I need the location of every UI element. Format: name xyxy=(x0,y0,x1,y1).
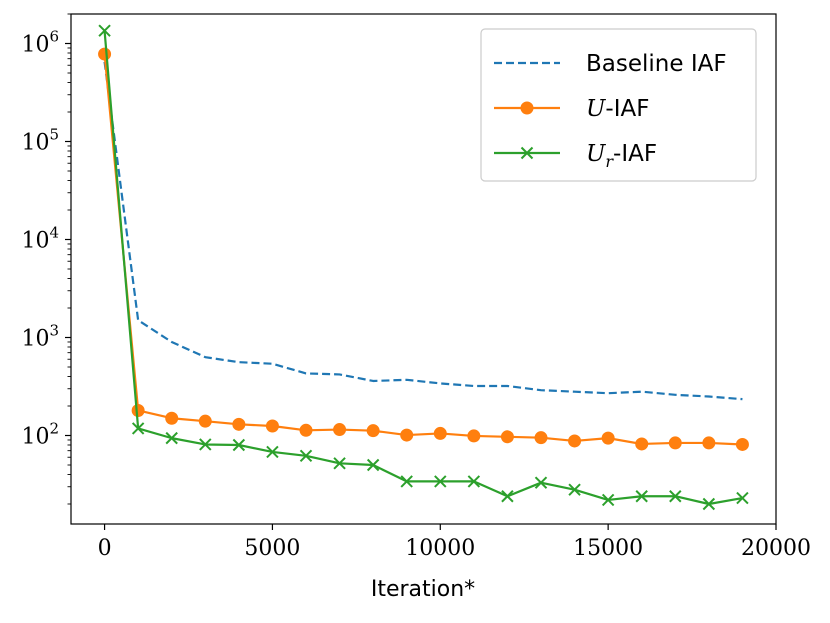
data-point-ur-iaf xyxy=(434,475,447,488)
x-marker-stroke xyxy=(366,458,380,472)
data-point-u-iaf xyxy=(568,434,582,448)
y-tick-label: 105 xyxy=(21,126,59,156)
x-marker-stroke xyxy=(635,490,648,503)
y-tick-label: 103 xyxy=(21,321,59,351)
series-ur-iaf xyxy=(98,24,749,511)
legend-swatch-marker xyxy=(520,101,534,115)
x-marker-stroke xyxy=(736,491,749,505)
x-marker-stroke xyxy=(467,475,481,488)
x-tick-label: 0 xyxy=(98,536,112,561)
series-u-iaf xyxy=(98,47,749,451)
data-point-u-iaf xyxy=(601,431,615,445)
x-marker-stroke xyxy=(98,24,111,37)
legend: Baseline IAF U-IAF Ur-IAF xyxy=(480,28,757,182)
data-point-ur-iaf xyxy=(669,490,682,503)
x-tick-label: 20000 xyxy=(741,536,811,561)
data-point-ur-iaf xyxy=(131,422,145,435)
x-marker-stroke xyxy=(165,431,178,445)
data-point-ur-iaf xyxy=(534,476,548,489)
x-marker-stroke xyxy=(299,449,313,463)
legend-swatch-marker xyxy=(520,146,534,160)
data-point-ur-iaf xyxy=(333,457,346,470)
data-point-ur-iaf xyxy=(165,431,178,445)
data-point-u-iaf xyxy=(366,424,380,438)
data-point-u-iaf xyxy=(500,430,514,444)
legend-item-u-iaf: U-IAF xyxy=(494,96,649,122)
series-baseline-iaf xyxy=(103,61,743,401)
data-point-u-iaf xyxy=(668,436,682,450)
data-point-u-iaf xyxy=(702,436,716,450)
y-tick-label: 106 xyxy=(21,28,59,58)
data-point-u-iaf xyxy=(232,417,246,431)
x-marker-stroke xyxy=(534,476,548,489)
y-tick-label: 102 xyxy=(21,419,59,449)
data-point-u-iaf xyxy=(165,411,179,425)
data-point-ur-iaf xyxy=(299,449,313,463)
data-point-ur-iaf xyxy=(366,458,380,472)
legend-box xyxy=(480,28,757,182)
x-marker-stroke xyxy=(601,493,615,507)
data-point-u-iaf xyxy=(534,431,548,445)
y-axis: 102 103 104 105 106 xyxy=(21,13,71,505)
legend-item-baseline-iaf: Baseline IAF xyxy=(494,51,727,77)
x-tick-label: 5000 xyxy=(244,536,300,561)
x-axis-label: Iteration* xyxy=(371,577,475,602)
series-layer xyxy=(98,24,749,511)
x-marker-stroke xyxy=(669,490,682,503)
x-marker-stroke xyxy=(131,422,145,435)
data-point-ur-iaf xyxy=(601,493,615,507)
legend-label: Ur-IAF xyxy=(586,141,657,171)
x-tick-label: 10000 xyxy=(405,536,475,561)
x-marker-stroke xyxy=(266,445,279,459)
data-point-ur-iaf xyxy=(400,475,413,488)
data-point-u-iaf xyxy=(735,437,749,451)
data-point-ur-iaf xyxy=(702,497,716,511)
x-marker-stroke xyxy=(232,438,246,452)
x-axis: 0 5000 10000 15000 20000 xyxy=(98,524,811,561)
data-point-u-iaf xyxy=(433,426,447,440)
y-tick-label: 104 xyxy=(21,223,59,253)
data-point-u-iaf xyxy=(400,428,414,442)
data-point-ur-iaf xyxy=(232,438,246,452)
data-point-u-iaf xyxy=(98,47,112,61)
data-point-u-iaf xyxy=(299,423,313,437)
x-marker-stroke xyxy=(199,438,212,451)
series-line-ur-iaf xyxy=(103,30,743,506)
legend-label: Baseline IAF xyxy=(586,51,727,77)
data-point-ur-iaf xyxy=(199,438,212,451)
x-marker-stroke xyxy=(400,475,413,488)
data-point-ur-iaf xyxy=(98,24,111,37)
data-point-u-iaf xyxy=(131,403,145,417)
legend-label: U-IAF xyxy=(586,96,649,122)
x-marker-stroke xyxy=(434,475,447,488)
x-marker-stroke xyxy=(333,457,346,470)
data-point-u-iaf xyxy=(635,437,649,451)
data-point-u-iaf xyxy=(467,429,481,443)
data-point-ur-iaf xyxy=(266,445,279,459)
data-point-ur-iaf xyxy=(501,490,514,503)
data-point-u-iaf xyxy=(265,419,279,433)
data-point-u-iaf xyxy=(333,423,347,437)
x-marker-stroke xyxy=(501,490,514,503)
legend-item-ur-iaf: Ur-IAF xyxy=(494,141,657,171)
x-tick-label: 15000 xyxy=(573,536,643,561)
series-line-baseline-iaf xyxy=(103,61,743,401)
x-marker-stroke xyxy=(568,483,581,496)
x-marker-stroke xyxy=(520,146,534,160)
data-point-ur-iaf xyxy=(568,483,581,496)
data-point-ur-iaf xyxy=(467,475,481,488)
data-point-ur-iaf xyxy=(635,490,648,503)
x-marker-stroke xyxy=(702,497,716,511)
data-point-u-iaf xyxy=(198,414,212,428)
data-point-ur-iaf xyxy=(736,491,749,505)
